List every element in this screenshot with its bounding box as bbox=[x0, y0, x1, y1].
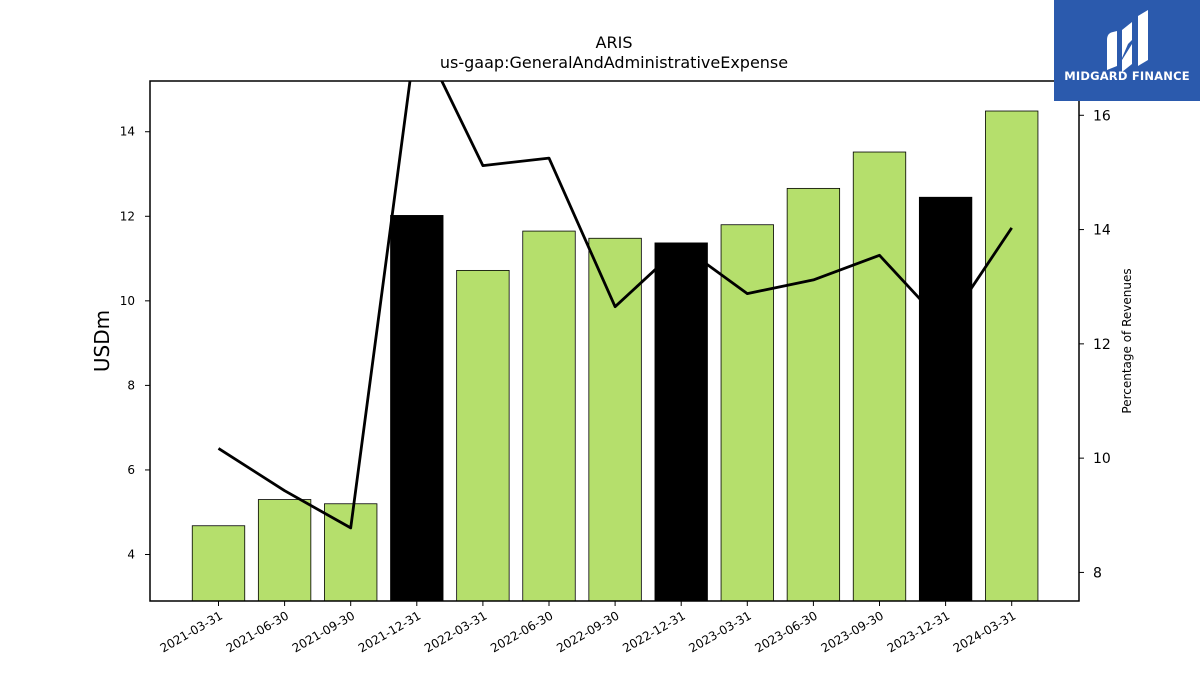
bar-2023-03-31 bbox=[720, 224, 774, 601]
y-tick-label-right: 8 bbox=[1093, 565, 1102, 581]
y-tick-label-left: 14 bbox=[120, 125, 135, 139]
y-axis-label-right: Percentage of Revenues bbox=[1120, 268, 1134, 413]
y-axis-left: 4 6 8 10 12 14 bbox=[120, 125, 150, 561]
plot-frame bbox=[149, 80, 1080, 602]
y-tick-label-left: 6 bbox=[127, 463, 135, 477]
y-tick-label-right: 12 bbox=[1093, 337, 1111, 353]
line-layer bbox=[217, 81, 1013, 530]
bar-2024-03-31 bbox=[985, 110, 1039, 601]
y-tick-label-right: 14 bbox=[1093, 223, 1111, 239]
x-tick-label: 2023-09-30 bbox=[819, 608, 886, 655]
bar-2022-06-30 bbox=[522, 230, 576, 601]
x-tick-label: 2021-09-30 bbox=[290, 608, 357, 655]
x-tick-label: 2021-06-30 bbox=[224, 608, 291, 655]
x-tick-label: 2021-12-31 bbox=[356, 608, 423, 655]
y-axis-label-left: USDm bbox=[90, 310, 114, 372]
bars-group bbox=[191, 110, 1039, 601]
bar-2023-06-30 bbox=[786, 187, 841, 601]
x-tick-label: 2022-06-30 bbox=[488, 608, 555, 655]
x-tick-label: 2023-03-31 bbox=[686, 608, 753, 655]
bar-2022-03-31 bbox=[456, 269, 510, 601]
logo-text: MIDGARD FINANCE bbox=[1064, 69, 1190, 83]
x-tick-label: 2023-06-30 bbox=[752, 608, 819, 655]
x-tick-label: 2022-09-30 bbox=[554, 608, 621, 655]
midgard-logo-icon bbox=[1107, 10, 1148, 72]
y-tick-label-right: 10 bbox=[1093, 451, 1111, 467]
y-tick-label-right: 16 bbox=[1093, 108, 1111, 124]
bar-2021-12-31 bbox=[390, 215, 444, 601]
bar-2021-06-30 bbox=[257, 499, 312, 601]
y-tick-label-left: 8 bbox=[127, 378, 135, 392]
chart-subtitle: us-gaap:GeneralAndAdministrativeExpense bbox=[440, 53, 788, 72]
x-tick-label: 2022-03-31 bbox=[422, 608, 489, 655]
x-axis: 2021-03-312021-06-302021-09-302021-12-31… bbox=[158, 601, 1018, 655]
y-tick-label-left: 4 bbox=[127, 547, 135, 561]
y-axis-right: 8 10 12 14 16 bbox=[1079, 108, 1111, 581]
bar-2021-03-31 bbox=[191, 525, 246, 601]
x-tick-label: 2022-12-31 bbox=[620, 608, 687, 655]
bar-2023-12-31 bbox=[918, 196, 973, 601]
y-tick-label-left: 12 bbox=[120, 209, 135, 223]
y-tick-label-left: 10 bbox=[120, 294, 135, 308]
bar-2022-12-31 bbox=[654, 242, 708, 601]
bar-2023-09-30 bbox=[852, 151, 907, 601]
midgard-finance-logo: MIDGARD FINANCE bbox=[1054, 0, 1200, 101]
x-tick-label: 2023-12-31 bbox=[885, 608, 952, 655]
chart-title: ARIS bbox=[596, 33, 633, 52]
bar-2022-09-30 bbox=[588, 237, 642, 601]
x-tick-label: 2021-03-31 bbox=[158, 608, 225, 655]
x-tick-label: 2024-03-31 bbox=[951, 608, 1018, 655]
